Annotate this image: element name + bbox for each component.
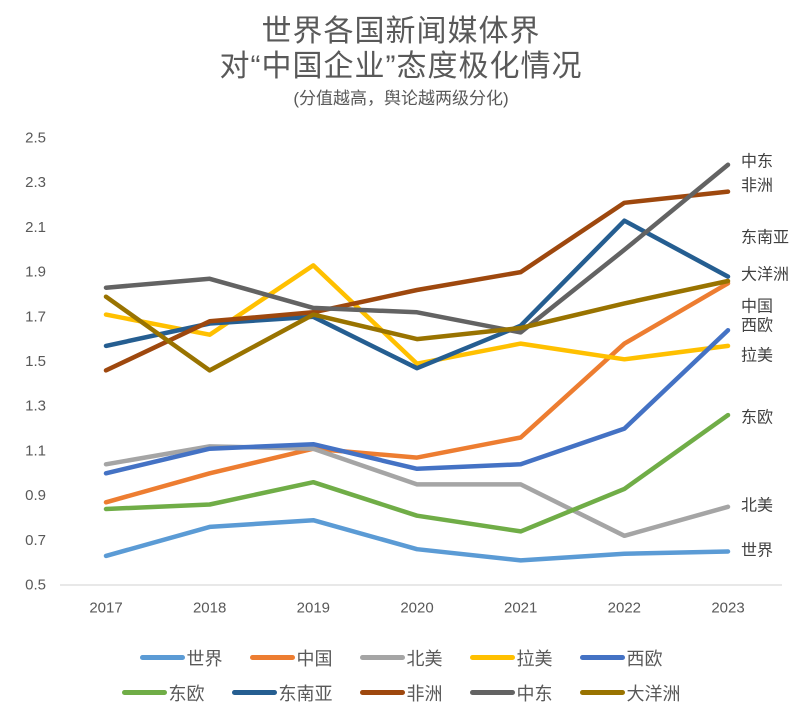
series-end-label-东欧: 东欧	[741, 409, 773, 427]
legend-line-swatch-icon	[359, 690, 405, 695]
series-end-label-东南亚: 东南亚	[741, 229, 789, 247]
legend-item-label: 世界	[186, 648, 223, 669]
chart-legend: 世界 中国 北美 拉美 西欧东欧 东南亚 非洲 中东 大洋洲	[0, 640, 802, 710]
x-axis-tick-2021: 2021	[504, 600, 537, 617]
series-end-label-非洲: 非洲	[741, 177, 773, 195]
y-axis-tick-1.9: 1.9	[25, 264, 46, 281]
series-line-中东[interactable]	[103, 162, 731, 335]
legend-line-swatch-icon	[579, 655, 625, 660]
y-axis-tick-1.7: 1.7	[25, 308, 46, 325]
legend-item-label: 中东	[516, 683, 553, 704]
series-end-label-大洋洲: 大洋洲	[741, 266, 789, 284]
y-axis-tick-2.5: 2.5	[25, 130, 46, 147]
y-axis-tick-0.7: 0.7	[25, 532, 46, 549]
legend-item-label: 中国	[296, 648, 333, 669]
legend-line-swatch-icon	[469, 655, 515, 660]
series-end-label-北美: 北美	[741, 497, 773, 515]
legend-item-label: 大洋洲	[626, 683, 681, 704]
legend-item-label: 东欧	[168, 683, 205, 704]
y-axis-tick-1.3: 1.3	[25, 398, 46, 415]
legend-item-label: 西欧	[626, 648, 663, 669]
legend-item-label: 非洲	[406, 683, 443, 704]
legend-item-非洲[interactable]: 非洲	[359, 680, 443, 706]
series-line-大洋洲[interactable]	[103, 278, 731, 373]
y-axis-tick-2.1: 2.1	[25, 219, 46, 236]
line-chart-plot-area: 2.5 2.3 2.1 1.9 1.7 1.5 1.3 1.1 0.9 0.7 0.5 2017 201…	[25, 130, 789, 617]
legend-row: 世界 中国 北美 拉美 西欧	[0, 640, 802, 675]
chart-subtitle: (分值越高，舆论越两级分化)	[293, 89, 509, 108]
legend-line-swatch-icon	[249, 655, 295, 660]
y-axis-tick-1.5: 1.5	[25, 353, 46, 370]
legend-line-swatch-icon	[231, 690, 277, 695]
legend-line-swatch-icon	[121, 690, 167, 695]
chart-title-block: 世界各国新闻媒体界 对“中国企业”态度极化情况 (分值越高，舆论越两级分化)	[0, 14, 802, 112]
legend-item-世界[interactable]: 世界	[139, 645, 223, 671]
series-end-label-西欧: 西欧	[741, 317, 773, 335]
legend-item-东欧[interactable]: 东欧	[121, 680, 205, 706]
legend-item-label: 东南亚	[278, 683, 333, 704]
legend-line-swatch-icon	[139, 655, 185, 660]
legend-item-中国[interactable]: 中国	[249, 645, 333, 671]
series-line-拉美[interactable]	[103, 263, 731, 366]
series-line-非洲[interactable]	[103, 189, 731, 373]
legend-item-label: 北美	[406, 648, 443, 669]
series-line-中国[interactable]	[103, 281, 731, 505]
y-axis-tick-0.9: 0.9	[25, 487, 46, 504]
series-line-西欧[interactable]	[103, 327, 731, 476]
legend-item-label: 拉美	[516, 648, 553, 669]
x-axis-tick-2020: 2020	[400, 600, 433, 617]
x-axis-tick-2017: 2017	[89, 600, 122, 617]
y-axis-tick-1.1: 1.1	[25, 442, 46, 459]
chart-title-line1: 世界各国新闻媒体界	[261, 15, 541, 48]
legend-item-拉美[interactable]: 拉美	[469, 645, 553, 671]
legend-line-swatch-icon	[579, 690, 625, 695]
series-end-label-中国: 中国	[741, 298, 773, 316]
series-line-北美[interactable]	[103, 444, 731, 539]
series-line-东欧[interactable]	[103, 412, 731, 534]
legend-item-东南亚[interactable]: 东南亚	[231, 680, 333, 706]
series-end-label-世界: 世界	[741, 542, 773, 560]
x-axis-tick-2023: 2023	[711, 600, 744, 617]
y-axis-tick-0.5: 0.5	[25, 577, 46, 594]
x-axis-tick-2018: 2018	[193, 600, 226, 617]
x-axis-tick-2019: 2019	[297, 600, 330, 617]
series-line-世界[interactable]	[103, 517, 731, 563]
series-end-label-中东: 中东	[741, 153, 773, 171]
chart-title-line2: 对“中国企业”态度极化情况	[219, 50, 583, 83]
legend-row: 东欧 东南亚 非洲 中东 大洋洲	[0, 675, 802, 710]
series-end-label-拉美: 拉美	[741, 347, 773, 365]
legend-item-大洋洲[interactable]: 大洋洲	[579, 680, 681, 706]
y-axis-tick-2.3: 2.3	[25, 174, 46, 191]
legend-item-北美[interactable]: 北美	[359, 645, 443, 671]
legend-line-swatch-icon	[359, 655, 405, 660]
x-axis-tick-2022: 2022	[608, 600, 641, 617]
legend-item-中东[interactable]: 中东	[469, 680, 553, 706]
legend-item-西欧[interactable]: 西欧	[579, 645, 663, 671]
legend-line-swatch-icon	[469, 690, 515, 695]
